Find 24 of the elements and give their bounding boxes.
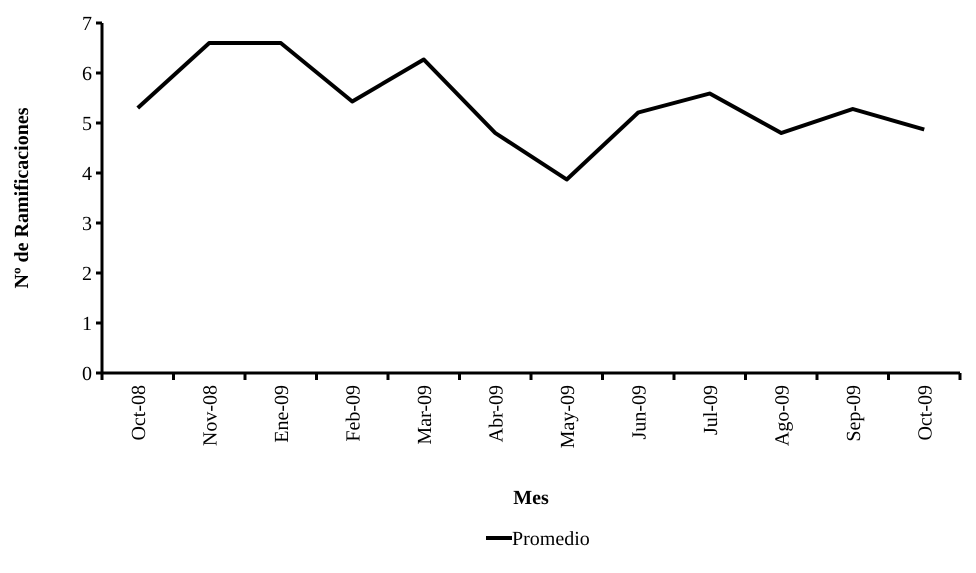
y-axis-title: Nº de Ramificaciones xyxy=(11,107,33,289)
x-tick-label: Jul-09 xyxy=(700,385,722,435)
y-tick-label: 1 xyxy=(82,313,92,335)
x-tick-label: May-09 xyxy=(556,385,579,448)
x-tick-label: Abr-09 xyxy=(485,385,508,442)
y-tick-label: 3 xyxy=(82,213,92,235)
x-tick-label: Mar-09 xyxy=(414,385,436,445)
y-tick-label: 4 xyxy=(82,163,92,185)
x-tick-label: Jun-09 xyxy=(628,385,650,440)
x-tick-label: Nov-08 xyxy=(199,385,222,446)
legend-label: Promedio xyxy=(512,528,590,550)
y-tick-label: 0 xyxy=(82,363,92,385)
y-tick-label: 2 xyxy=(82,263,92,285)
y-tick-label: 6 xyxy=(82,63,92,85)
x-tick-label: Ago-09 xyxy=(771,385,794,446)
x-tick-label: Oct-09 xyxy=(914,385,936,441)
x-tick-label: Feb-09 xyxy=(342,385,364,442)
x-tick-label: Oct-08 xyxy=(128,385,150,441)
x-axis-title: Mes xyxy=(513,487,549,509)
y-tick-label: 5 xyxy=(82,113,92,135)
y-tick-label: 7 xyxy=(82,13,92,35)
x-tick-label: Sep-09 xyxy=(842,385,865,442)
x-tick-label: Ene-09 xyxy=(270,385,293,443)
line-series xyxy=(136,41,926,182)
